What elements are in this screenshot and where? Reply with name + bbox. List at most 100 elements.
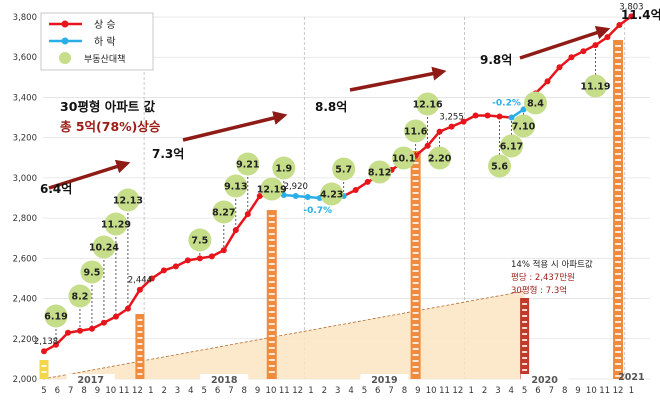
series-segment (246, 195, 261, 215)
series-segment (546, 66, 561, 83)
reference-14pct-line (42, 290, 525, 380)
building-2019-12-window (412, 354, 419, 356)
series-segment (426, 130, 441, 147)
building-2018-12-window (268, 293, 275, 295)
policy-bubble (92, 235, 116, 259)
x-tick-label: 1 (468, 386, 473, 396)
building-2020-12-window (615, 159, 622, 161)
data-point (184, 257, 191, 264)
legend-policy-marker (59, 52, 71, 64)
building-2019-12-window (412, 342, 419, 344)
x-tick-label: 5 (522, 386, 527, 396)
x-tick-label: 7 (228, 386, 233, 396)
building-2020-12-window (615, 375, 622, 377)
x-tick-label: 11 (439, 386, 450, 396)
building-2017-05-window (41, 365, 47, 367)
data-point (520, 106, 527, 113)
building-2019-12-window (412, 180, 419, 182)
building-2020-12-window (615, 291, 622, 293)
legend-rise-label: 상 승 (94, 19, 116, 31)
building-2018-12-window (268, 215, 275, 217)
building-2018-12-window (268, 359, 275, 361)
data-point (304, 193, 311, 200)
y-tick-label: 2,200 (13, 335, 37, 345)
y-tick-label: 2,000 (13, 375, 37, 385)
point-value-label: 2,920 (284, 182, 308, 192)
building-2017-12-window (137, 361, 143, 363)
data-point (484, 112, 491, 119)
building-2020-12-window (615, 177, 622, 179)
x-tick-label: 9 (575, 386, 580, 396)
drop-label: -0.2% (492, 99, 521, 109)
policy-bubble (583, 74, 607, 98)
building-2019-12-window (412, 294, 419, 296)
building-2020-12-window (615, 285, 622, 287)
building-2019-12-window (412, 210, 419, 212)
building-2020-12-window (615, 339, 622, 341)
x-tick-label: 10 (105, 386, 116, 396)
policy-bubble (320, 182, 344, 206)
milestone-8-8: 8.8억 (315, 100, 347, 114)
policy-bubble-label: 2.20 (428, 154, 452, 165)
building-2020-12-window (615, 153, 622, 155)
point-value-label: 3,255 (439, 113, 463, 123)
building-2018-12-window (268, 347, 275, 349)
data-point (568, 54, 575, 61)
building-2018-12-window (268, 275, 275, 277)
policy-bubble-label: 8.4 (527, 99, 544, 110)
growth-arrow (48, 159, 131, 190)
x-tick-label: 4 (188, 386, 193, 396)
policy-bubble (188, 228, 212, 252)
y-tick-label: 3,200 (13, 134, 37, 144)
data-point (148, 275, 155, 282)
building-2018-12-window (268, 269, 275, 271)
y-tick-label: 3,600 (13, 53, 37, 63)
policy-bubble-label: 5.6 (491, 162, 508, 173)
building-2020-12-window (615, 123, 622, 125)
x-tick-label: 8 (562, 386, 567, 396)
x-tick-label: 3 (495, 386, 500, 396)
building-2020-12-window (615, 93, 622, 95)
building-2020-12-window (615, 111, 622, 113)
x-tick-label: 6 (375, 386, 380, 396)
policy-bubble (488, 154, 512, 178)
building-2020-12-window (615, 63, 622, 65)
policy-bubble-label: 12.16 (413, 100, 443, 111)
building-2018-12-window (268, 311, 275, 313)
policy-bubble (272, 156, 296, 180)
building-2018-12-window (268, 233, 275, 235)
building-2018-12-window (268, 281, 275, 283)
building-2019-12-window (412, 252, 419, 254)
building-2019-12-window (412, 204, 419, 206)
x-tick-label: 11 (119, 386, 130, 396)
building-2020-12-window (615, 237, 622, 239)
policy-bubble-label: 11.19 (580, 82, 610, 93)
building-2020-12-window (615, 327, 622, 329)
x-tick-label: 8 (81, 386, 86, 396)
building-2020-12-window (615, 249, 622, 251)
building-2019-12-window (412, 366, 419, 368)
building-2019-12-window (412, 168, 419, 170)
policy-bubble (368, 160, 392, 184)
building-2019-12-window (412, 246, 419, 248)
data-point (496, 113, 503, 120)
building-2020-12-window (615, 183, 622, 185)
policy-bubble-label: 10.24 (89, 243, 119, 254)
building-2018-12-window (268, 335, 275, 337)
building-2019-12-window (412, 228, 419, 230)
data-point (208, 253, 215, 260)
data-point (592, 42, 599, 49)
data-point (436, 128, 443, 135)
building-2018-12-window (268, 221, 275, 223)
building-2017-12-window (137, 343, 143, 345)
building-2018-12-window (268, 371, 275, 373)
chart-title: 30평형 아파트 값 (60, 99, 156, 114)
building-2020-12-window (615, 141, 622, 143)
data-point (172, 263, 179, 270)
building-2020-12-window (615, 213, 622, 215)
x-tick-label: 5 (362, 386, 367, 396)
note-title: 14% 적용 시 아파트값 (511, 259, 593, 270)
point-value-label: 2,444 (128, 276, 152, 286)
policy-bubble (212, 200, 236, 224)
building-2020-12-window (615, 75, 622, 77)
